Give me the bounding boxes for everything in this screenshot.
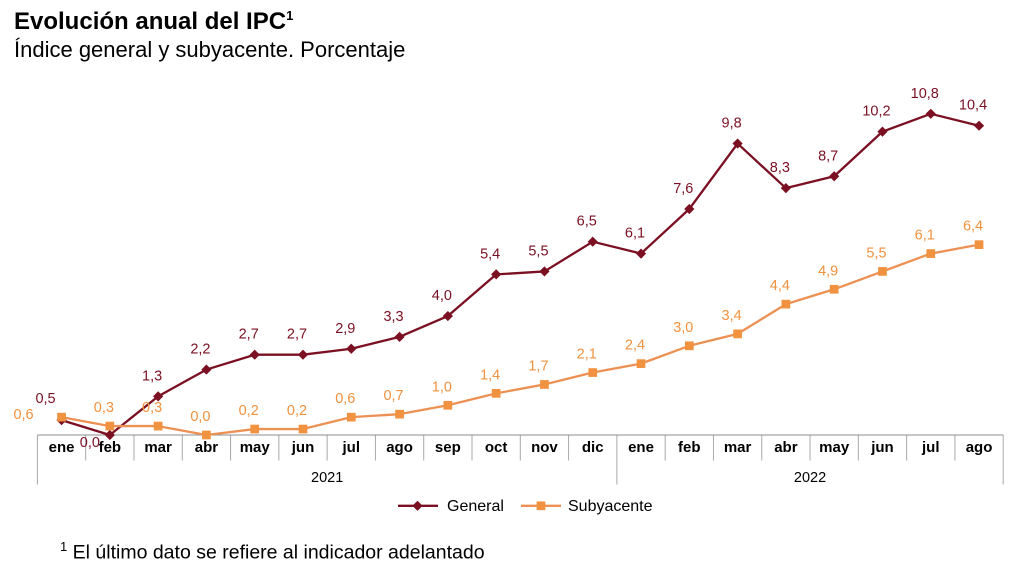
svg-text:may: may bbox=[240, 439, 271, 456]
svg-text:1,0: 1,0 bbox=[432, 379, 452, 395]
svg-text:6,1: 6,1 bbox=[625, 226, 645, 242]
svg-text:oct: oct bbox=[485, 439, 508, 456]
svg-text:0,0: 0,0 bbox=[80, 435, 100, 451]
svg-text:4,4: 4,4 bbox=[770, 278, 790, 294]
svg-text:1,4: 1,4 bbox=[480, 367, 500, 383]
svg-text:jul: jul bbox=[342, 439, 361, 456]
svg-text:3,3: 3,3 bbox=[383, 309, 403, 325]
svg-text:7,6: 7,6 bbox=[673, 181, 693, 197]
svg-text:may: may bbox=[819, 439, 850, 456]
svg-text:2,7: 2,7 bbox=[287, 327, 307, 343]
svg-text:mar: mar bbox=[724, 439, 752, 456]
svg-text:3,0: 3,0 bbox=[673, 320, 693, 336]
svg-text:ene: ene bbox=[49, 439, 75, 456]
svg-text:jun: jun bbox=[291, 439, 315, 456]
svg-text:dic: dic bbox=[582, 439, 604, 456]
svg-text:ene: ene bbox=[628, 439, 654, 456]
svg-text:4,9: 4,9 bbox=[818, 263, 838, 279]
svg-text:0,0: 0,0 bbox=[190, 409, 210, 425]
svg-text:10,2: 10,2 bbox=[862, 104, 890, 120]
svg-text:2021: 2021 bbox=[311, 470, 343, 486]
svg-text:0,3: 0,3 bbox=[142, 400, 162, 416]
svg-text:0,2: 0,2 bbox=[239, 403, 259, 419]
svg-text:General: General bbox=[447, 498, 504, 515]
svg-text:0,7: 0,7 bbox=[383, 388, 403, 404]
svg-text:mar: mar bbox=[144, 439, 172, 456]
svg-text:feb: feb bbox=[99, 439, 122, 456]
svg-text:6,5: 6,5 bbox=[577, 214, 597, 230]
svg-text:2,7: 2,7 bbox=[239, 327, 259, 343]
svg-text:1,7: 1,7 bbox=[528, 358, 548, 374]
svg-text:jun: jun bbox=[870, 439, 894, 456]
svg-text:10,8: 10,8 bbox=[911, 86, 939, 102]
svg-text:abr: abr bbox=[774, 439, 798, 456]
svg-text:8,7: 8,7 bbox=[818, 148, 838, 164]
svg-text:9,8: 9,8 bbox=[722, 116, 742, 132]
svg-text:2,9: 2,9 bbox=[335, 321, 355, 337]
svg-text:0,2: 0,2 bbox=[287, 403, 307, 419]
svg-text:ago: ago bbox=[386, 439, 413, 456]
svg-text:5,4: 5,4 bbox=[480, 246, 500, 262]
svg-text:1,3: 1,3 bbox=[142, 368, 162, 384]
svg-text:0,5: 0,5 bbox=[35, 391, 55, 407]
svg-text:nov: nov bbox=[531, 439, 558, 456]
svg-text:2,4: 2,4 bbox=[625, 338, 645, 354]
svg-text:sep: sep bbox=[435, 439, 461, 456]
svg-text:2022: 2022 bbox=[794, 470, 826, 486]
svg-text:8,3: 8,3 bbox=[770, 160, 790, 176]
svg-text:6,1: 6,1 bbox=[915, 228, 935, 244]
svg-text:6,4: 6,4 bbox=[963, 219, 983, 235]
svg-text:4,0: 4,0 bbox=[432, 288, 452, 304]
svg-text:3,4: 3,4 bbox=[722, 308, 742, 324]
svg-text:jul: jul bbox=[921, 439, 940, 456]
svg-text:0,6: 0,6 bbox=[13, 407, 33, 423]
svg-text:abr: abr bbox=[195, 439, 219, 456]
svg-text:Subyacente: Subyacente bbox=[568, 498, 653, 515]
svg-text:10,4: 10,4 bbox=[959, 98, 987, 114]
svg-text:feb: feb bbox=[678, 439, 701, 456]
svg-text:0,3: 0,3 bbox=[94, 400, 114, 416]
svg-text:5,5: 5,5 bbox=[528, 243, 548, 259]
svg-text:5,5: 5,5 bbox=[866, 245, 886, 261]
svg-text:2,2: 2,2 bbox=[190, 342, 210, 358]
svg-text:2,1: 2,1 bbox=[577, 347, 597, 363]
svg-text:0,6: 0,6 bbox=[335, 391, 355, 407]
svg-text:ago: ago bbox=[966, 439, 993, 456]
